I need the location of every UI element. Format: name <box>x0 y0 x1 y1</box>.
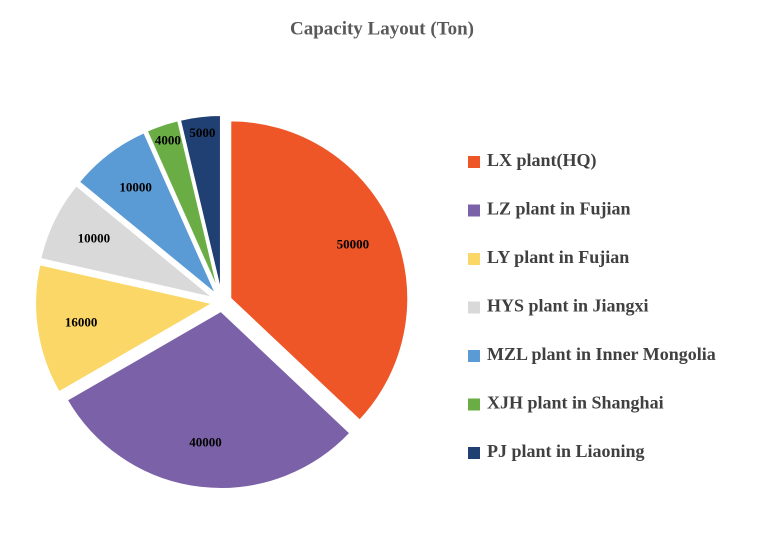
data-label: 16000 <box>65 314 98 329</box>
legend-swatch <box>468 447 480 459</box>
data-label: 4000 <box>155 133 181 148</box>
legend-swatch <box>468 398 480 411</box>
data-label: 40000 <box>189 435 222 450</box>
chart-title: Capacity Layout (Ton) <box>290 18 474 39</box>
data-label: 10000 <box>78 231 111 246</box>
legend-swatch <box>468 156 480 168</box>
pie-slice <box>178 114 222 294</box>
legend-label: LY plant in Fujian <box>487 247 629 267</box>
legend-label: MZL plant in Inner Mongolia <box>487 344 716 364</box>
legend-swatch <box>468 301 480 314</box>
legend-label: LX plant(HQ) <box>487 150 597 171</box>
legend-label: HYS plant in Jiangxi <box>487 296 649 316</box>
legend-label: PJ plant in Liaoning <box>487 441 645 461</box>
legend-label: LZ plant in Fujian <box>487 199 631 219</box>
legend-swatch <box>468 350 480 362</box>
pie-slice <box>77 130 218 296</box>
pie-slice <box>34 263 216 394</box>
data-label: 50000 <box>337 237 370 252</box>
pie-slice <box>145 119 221 294</box>
data-label: 5000 <box>189 125 215 140</box>
legend-swatch <box>468 253 480 265</box>
legend-swatch <box>468 204 480 217</box>
pie-slice <box>229 119 410 423</box>
data-label: 10000 <box>119 180 152 195</box>
pie-slice <box>65 309 352 490</box>
legend-label: XJH plant in Shanghai <box>487 393 664 413</box>
pie-slice <box>39 183 215 300</box>
